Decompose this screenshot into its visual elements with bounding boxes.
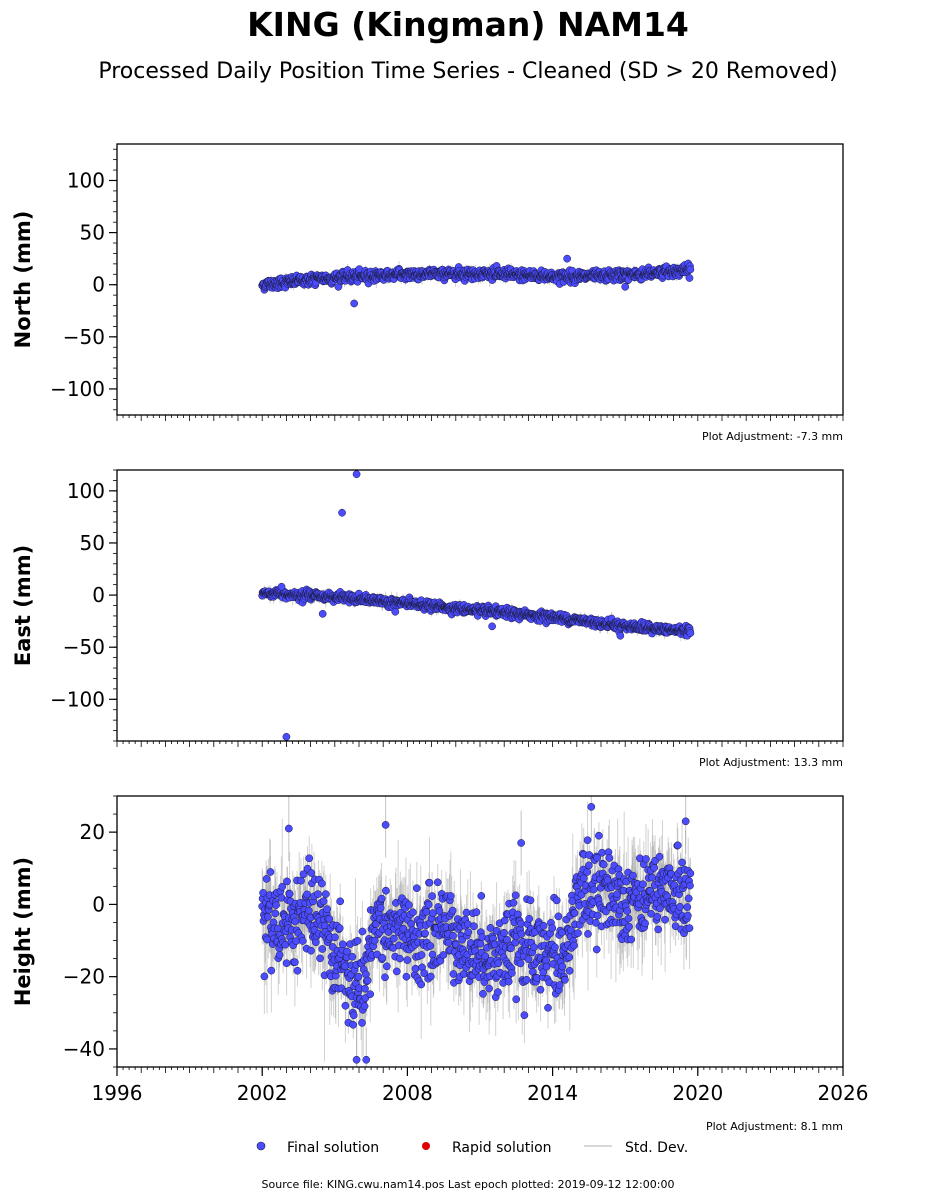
chart-title: KING (Kingman) NAM14	[247, 5, 689, 44]
outlier-point	[616, 631, 625, 640]
y-tick-label: 50	[80, 221, 105, 245]
height-panel: 1996 2002 2008 2014 2020 2026200−20−40Height …	[11, 795, 868, 1105]
outlier-point	[621, 282, 630, 291]
data-point	[686, 265, 695, 274]
east-final-solution-points	[258, 470, 695, 741]
north-y-axis-label: North (mm)	[11, 211, 35, 349]
outlier-point	[488, 622, 496, 631]
data-point	[685, 274, 694, 282]
y-tick-label: −50	[63, 325, 105, 349]
outlier-point	[338, 508, 346, 517]
y-tick-label: 100	[67, 479, 105, 503]
y-tick-label: 100	[67, 168, 105, 192]
y-tick-label: −50	[63, 635, 105, 659]
outlier-point	[391, 607, 400, 616]
y-tick-label: 50	[80, 531, 105, 555]
outlier-point	[352, 470, 361, 479]
north-final-solution-points	[258, 254, 695, 308]
east-panel: 100 50 0 −50 −100 East (mm)	[11, 469, 844, 747]
y-tick-label: 0	[92, 273, 105, 297]
north-panel: 100 50 0 −50 −100 North (mm)	[11, 143, 844, 421]
outlier-point	[318, 609, 327, 618]
y-tick-label: 0	[92, 583, 105, 607]
data-point	[686, 629, 695, 637]
outlier-point	[563, 254, 571, 263]
outlier-point	[350, 299, 359, 308]
chart-subtitle: Processed Daily Position Time Series - C…	[98, 59, 837, 84]
east-y-axis-label: East (mm)	[11, 545, 35, 666]
outlier-point	[277, 582, 286, 591]
outlier-point	[282, 732, 291, 741]
y-tick-label: −100	[50, 377, 105, 401]
y-tick-label: −100	[50, 687, 105, 711]
